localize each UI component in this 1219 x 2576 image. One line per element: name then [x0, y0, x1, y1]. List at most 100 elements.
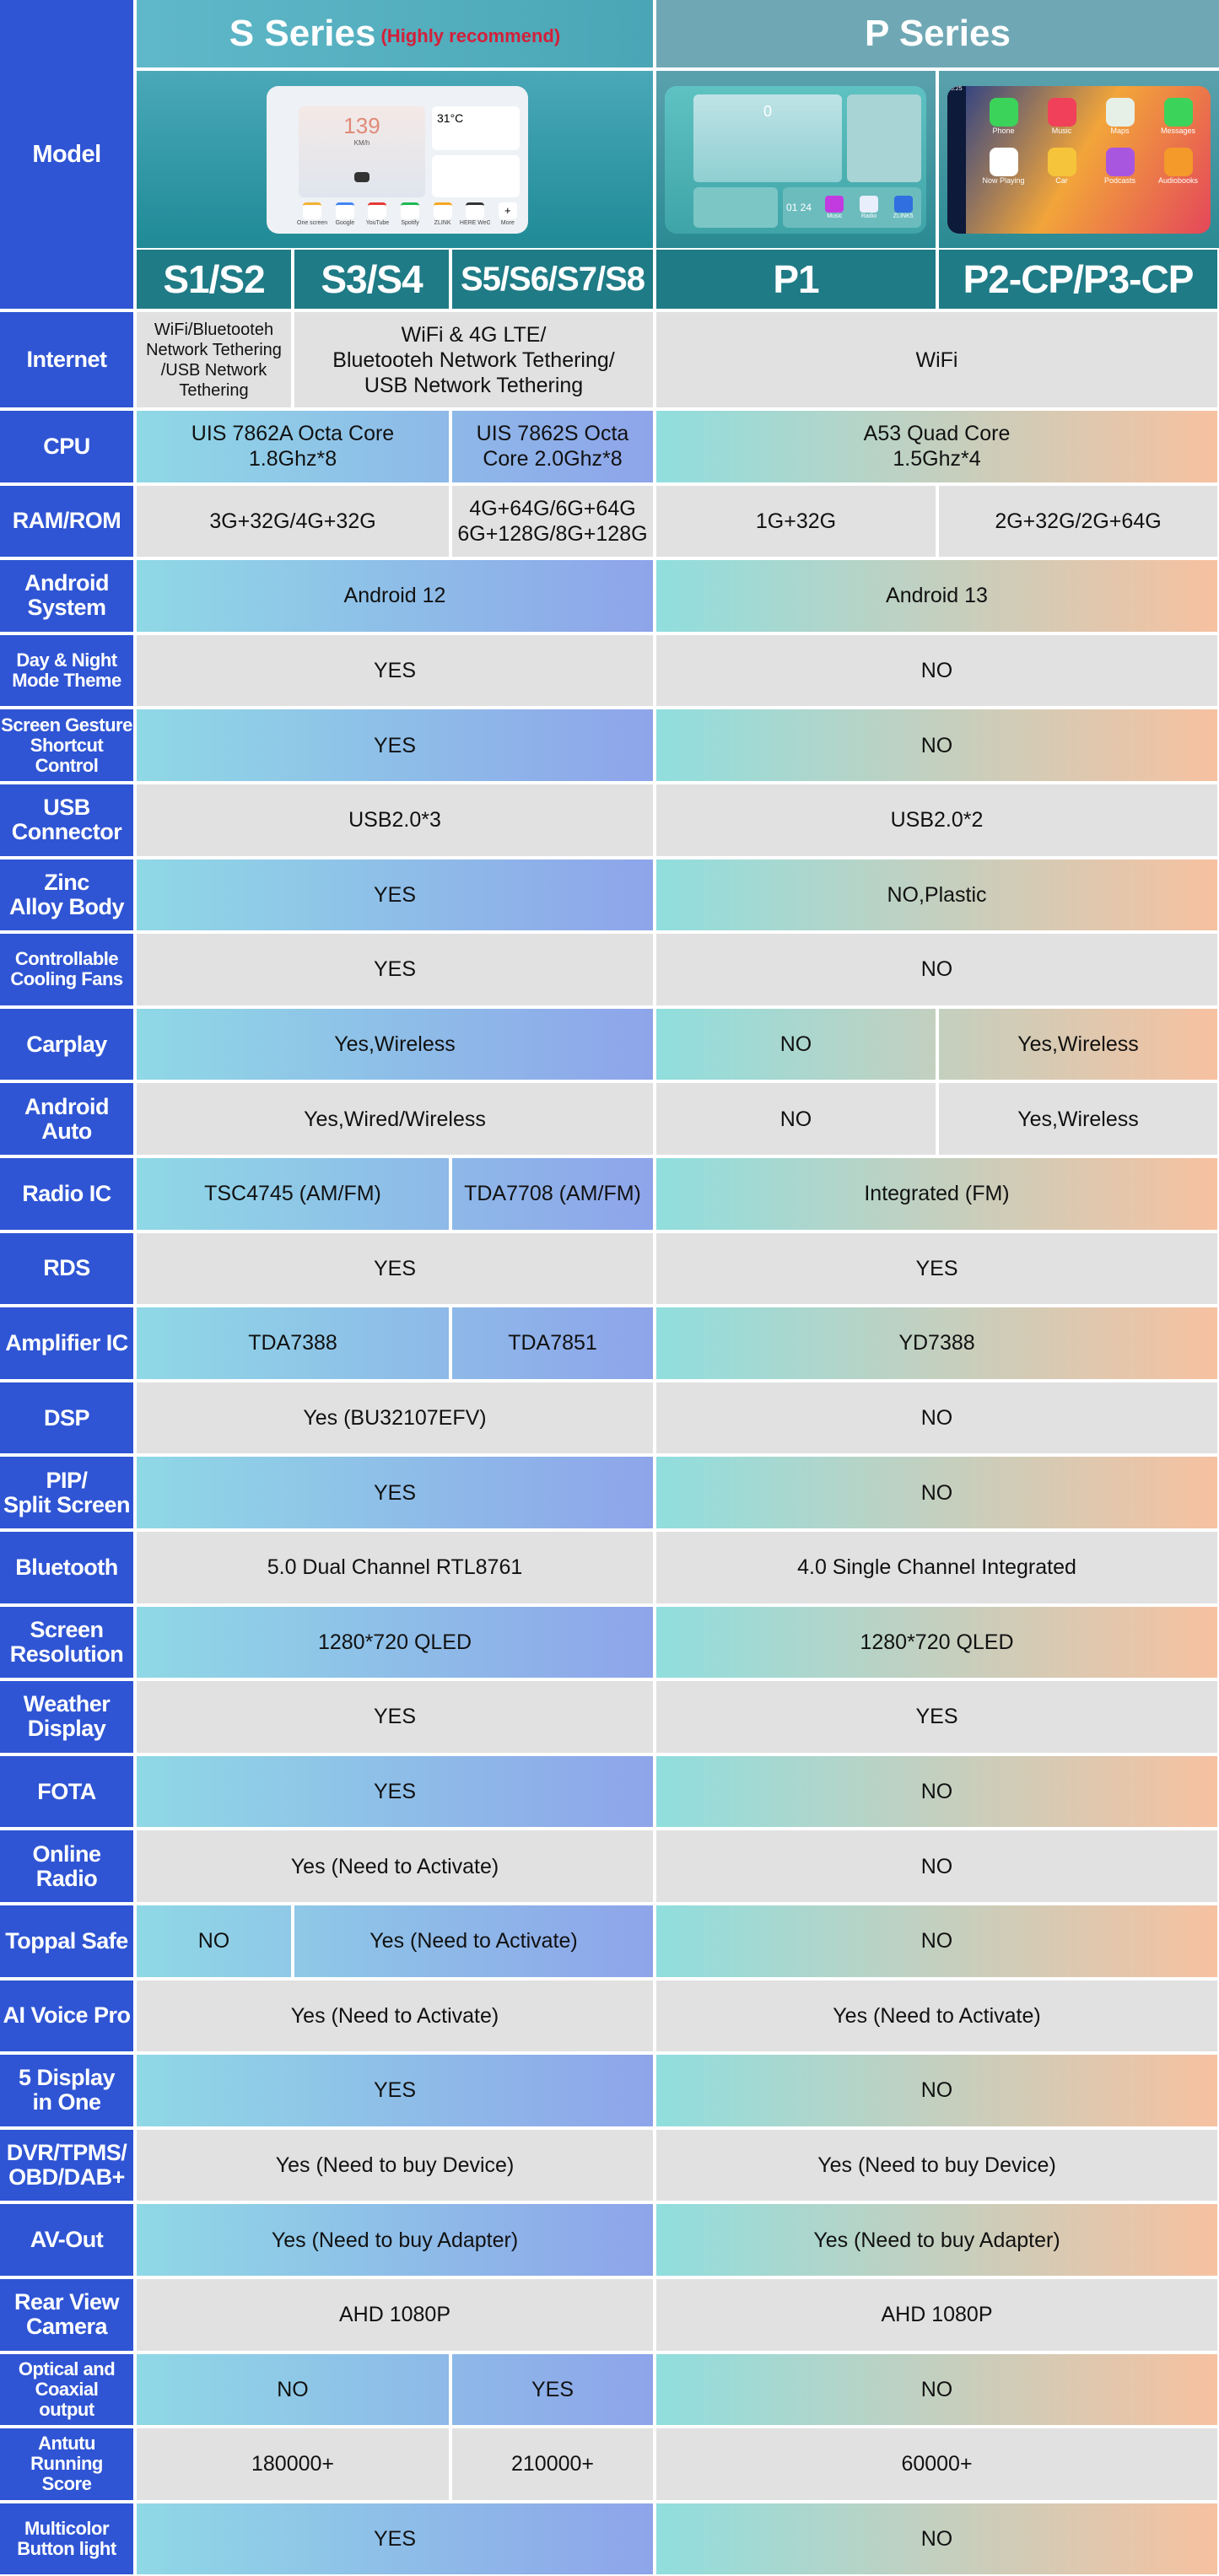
layers-icon [303, 202, 322, 219]
table-row: Antutu Running Score 180000+ 210000+ 60000+ [0, 2428, 1219, 2500]
table-cell: 1280*720 QLED [137, 1606, 653, 1679]
table-cell: YES [137, 934, 653, 1005]
row-label: Screen Resolution [0, 1606, 133, 1679]
youtube-icon [368, 202, 387, 219]
model-name: S3/S4 [294, 250, 449, 309]
table-row: PIP/ Split Screen YES NO [0, 1457, 1219, 1528]
table-cell: AHD 1080P [656, 2279, 1217, 2351]
table-cell: NO [656, 709, 1217, 781]
app-audiobooks[interactable]: Audiobooks [1151, 148, 1206, 186]
table-cell: 1G+32G [656, 485, 936, 558]
app-now-playing[interactable]: Now Playing [976, 148, 1031, 186]
table-cell: Yes (BU32107EFV) [137, 1382, 653, 1454]
row-label: Bluetooth [0, 1532, 133, 1603]
app-google[interactable]: Google [330, 202, 361, 231]
table-cell: YES [452, 2353, 653, 2426]
app-radio[interactable]: Radio [855, 195, 884, 220]
row-label: RAM/ROM [0, 485, 133, 558]
table-cell: UIS 7862A Octa Core 1.8Ghz*8 [137, 411, 449, 482]
table-cell: NO [656, 1008, 936, 1081]
table-row: Controllable Cooling Fans YES NO [0, 934, 1219, 1005]
table-cell: WiFi & 4G LTE/ Bluetooteh Network Tether… [294, 312, 653, 407]
p1-image: 0 01 24 Music Radio ZLINK5 [656, 71, 936, 248]
s-series-note: (Highly recommend) [380, 25, 561, 46]
table-cell: NO [656, 634, 1217, 707]
app-car[interactable]: Car [1034, 148, 1089, 186]
table-cell: USB2.0*2 [656, 784, 1217, 856]
table-cell: Yes,Wired/Wireless [137, 1083, 653, 1155]
row-label: Internet [0, 312, 133, 407]
table-row: Rear View Camera AHD 1080P AHD 1080P [0, 2279, 1219, 2351]
row-label: AI Voice Pro [0, 1980, 133, 2052]
table-cell: NO [137, 2353, 449, 2426]
row-label: Toppal Safe [0, 1905, 133, 1977]
table-cell: YES [137, 1681, 653, 1753]
app-zlink5[interactable]: ZLINK5 [888, 195, 918, 220]
app-here[interactable]: HERE WeGo [460, 202, 490, 231]
table-cell: 60000+ [656, 2428, 1217, 2500]
carplay-screen: 15:25 Phone Music Maps Messages Now Play… [947, 86, 1211, 234]
table-row: Day & Night Mode Theme YES NO [0, 634, 1219, 707]
app-phone[interactable]: Phone [976, 98, 1031, 136]
table-row: Toppal Safe NO Yes (Need to Activate) NO [0, 1905, 1219, 1977]
table-cell: YES [137, 1457, 653, 1528]
table-row: 5 Display in One YES NO [0, 2055, 1219, 2126]
table-row: Weather Display YES YES [0, 1681, 1219, 1753]
music-icon [1047, 98, 1076, 127]
app-music[interactable]: Music [1034, 98, 1089, 136]
s-series-title: S Series [229, 13, 376, 54]
table-cell: 1280*720 QLED [656, 1606, 1217, 1679]
table-row: Screen Gesture Shortcut Control YES NO [0, 709, 1219, 781]
google-icon [335, 202, 354, 219]
table-row: Online Radio Yes (Need to Activate) NO [0, 1830, 1219, 1902]
table-row: Radio IC TSC4745 (AM/FM) TDA7708 (AM/FM) In… [0, 1158, 1219, 1230]
table-row: Carplay Yes,Wireless NO Yes,Wireless [0, 1008, 1219, 1081]
app-podcasts[interactable]: Podcasts [1092, 148, 1147, 186]
table-row: Amplifier IC TDA7388 TDA7851 YD7388 [0, 1307, 1219, 1379]
app-music[interactable]: Music [820, 195, 850, 220]
app-maps[interactable]: Maps [1092, 98, 1147, 136]
table-row: AV-Out Yes (Need to buy Adapter) Yes (Need… [0, 2204, 1219, 2276]
table-cell: WiFi/Bluetooteh Network Tethering /USB N… [137, 312, 291, 407]
radio-icon [860, 195, 878, 213]
row-label: Optical and Coaxial output [0, 2353, 133, 2426]
app-youtube[interactable]: YouTube [362, 202, 393, 231]
table-cell: TSC4745 (AM/FM) [137, 1158, 449, 1230]
app-more[interactable]: + More [492, 202, 523, 231]
table-cell: NO [656, 1905, 1217, 1977]
app-zlink[interactable]: ZLINK [427, 202, 458, 231]
table-row: RDS YES YES [0, 1232, 1219, 1305]
app-messages[interactable]: Messages [1151, 98, 1206, 136]
table-cell: Android 13 [656, 560, 1217, 632]
date-readout: 01 24 [786, 201, 812, 213]
model-name: P2-CP/P3-CP [939, 250, 1217, 309]
table-cell: Yes (Need to Activate) [656, 1980, 1217, 2052]
app-spotify[interactable]: Spotify [395, 202, 426, 231]
p1-head-unit-screen: 0 01 24 Music Radio ZLINK5 [665, 86, 926, 234]
table-cell: NO [656, 2503, 1217, 2575]
table-cell: 4.0 Single Channel Integrated [656, 1532, 1217, 1603]
music-widget [432, 155, 520, 197]
table-cell: Yes (Need to buy Device) [137, 2129, 653, 2201]
clock: 15:25 [947, 86, 963, 92]
table-cell: YES [137, 2055, 653, 2126]
table-row: Screen Resolution 1280*720 QLED 1280*720 Q… [0, 1606, 1219, 1679]
table-cell: TDA7708 (AM/FM) [452, 1158, 653, 1230]
table-cell: Yes,Wireless [939, 1083, 1217, 1155]
app-dock: One screen in.. Google YouTube Spotify Z… [297, 202, 523, 231]
row-label: DSP [0, 1382, 133, 1454]
car-icon [354, 172, 369, 182]
p-series-header: P Series [656, 0, 1219, 67]
table-cell: Yes (Need to Activate) [137, 1980, 653, 2052]
table-cell: YD7388 [656, 1307, 1217, 1379]
app-one-screen[interactable]: One screen in.. [297, 202, 328, 231]
row-label: Controllable Cooling Fans [0, 934, 133, 1005]
model-name: S1/S2 [137, 250, 291, 309]
table-cell: Android 12 [137, 560, 653, 632]
row-label: USB Connector [0, 784, 133, 856]
table-cell: Yes (Need to buy Adapter) [656, 2204, 1217, 2276]
table-cell: NO [656, 934, 1217, 1005]
table-row: Multicolor Button light YES NO [0, 2503, 1219, 2575]
table-cell: YES [137, 1232, 653, 1305]
row-label: AV-Out [0, 2204, 133, 2276]
